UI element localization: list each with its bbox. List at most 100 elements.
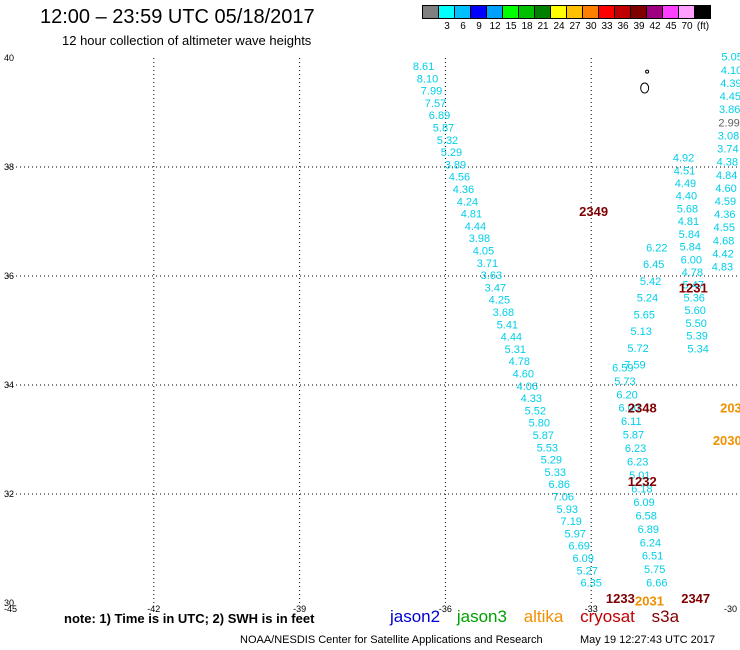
wave-height-value: 6.22	[646, 242, 667, 254]
wave-height-value: 4.78	[682, 267, 703, 279]
wave-height-value: 6.69	[569, 541, 590, 553]
wave-height-value: 4.38	[717, 157, 738, 169]
wave-height-value: 7.57	[425, 98, 446, 110]
wave-height-value: 4.92	[673, 153, 694, 165]
island-outline	[640, 82, 650, 94]
scale-label: 18	[521, 21, 533, 32]
scale-label: 27	[569, 21, 581, 32]
wave-height-value: 3.08	[718, 130, 739, 142]
wave-height-value: 4.60	[715, 183, 736, 195]
wave-height-value: 6.23	[627, 457, 648, 469]
lon-tick-label: -39	[293, 604, 306, 614]
lat-tick-label: 38	[4, 162, 14, 172]
units-note: note: 1) Time is in UTC; 2) SWH is in fe…	[64, 611, 315, 626]
wave-height-value: 5.34	[687, 343, 708, 355]
wave-height-value: 5.72	[627, 343, 648, 355]
wave-height-value: 4.25	[489, 295, 510, 307]
wave-height-value: 4.45	[720, 91, 740, 103]
wave-height-value: 4.68	[713, 235, 734, 247]
wave-height-value: 4.49	[675, 178, 696, 190]
wave-height-value: 4.59	[715, 196, 736, 208]
pass-time-label: 2030	[720, 400, 740, 415]
wave-height-value: 6.58	[635, 510, 656, 522]
scale-label: 24	[553, 21, 565, 32]
wave-height-value: 5.75	[644, 564, 665, 576]
scale-label: 9	[476, 21, 482, 32]
wave-height-value: 6.09	[573, 553, 594, 565]
wave-height-value: 5.60	[684, 305, 705, 317]
wave-height-value: 4.24	[457, 196, 478, 208]
pass-time-label: 2347	[681, 591, 710, 606]
wave-height-value: 4.44	[465, 221, 486, 233]
wave-height-value: 3.86	[719, 104, 740, 116]
scale-swatch	[694, 5, 711, 19]
wave-height-value: 6.59	[612, 362, 633, 374]
wave-height-value: 4.40	[676, 191, 697, 203]
wave-height-value: 4.36	[453, 184, 474, 196]
wave-height-value: 4.33	[521, 393, 542, 405]
lon-tick-label: -33	[585, 604, 598, 614]
scale-label: 6	[460, 21, 466, 32]
pass-time-label: 2349	[579, 204, 608, 219]
footer-credit: NOAA/NESDIS Center for Satellite Applica…	[240, 634, 543, 646]
wave-height-value: 3.71	[477, 258, 498, 270]
scale-label: 70	[681, 21, 693, 32]
legend-cryosat: cryosat	[580, 607, 635, 626]
pass-time-label: 1232	[628, 474, 657, 489]
pass-time-label: 1233	[606, 591, 635, 606]
wave-height-value: 3.63	[481, 270, 502, 282]
legend-jason2: jason2	[390, 607, 441, 626]
wave-height-value: 7.06	[553, 492, 574, 504]
wave-height-value: 6.35	[580, 578, 601, 590]
wave-height-value: 6.86	[549, 479, 570, 491]
footer-timestamp: May 19 12:27:43 UTC 2017	[580, 634, 716, 646]
wave-height-value: 5.47	[683, 280, 704, 292]
wave-height-value: 5.50	[685, 318, 706, 330]
lat-tick-label: 40	[4, 53, 14, 63]
legend-s3a: s3a	[651, 607, 680, 626]
wave-height-value: 4.10	[721, 65, 740, 77]
lat-tick-label: 36	[4, 271, 14, 281]
scale-label: 15	[505, 21, 517, 32]
wave-height-value: 4.36	[714, 209, 735, 221]
wave-height-value: 5.24	[637, 293, 658, 305]
wave-height-value: 6.45	[643, 259, 664, 271]
wave-height-value: 5.31	[505, 344, 526, 356]
scale-label: 3	[444, 21, 450, 32]
lon-tick-label: -36	[439, 604, 452, 614]
legend-altika: altika	[523, 607, 564, 626]
scale-label: 12	[489, 21, 501, 32]
scale-label: 33	[601, 21, 613, 32]
wave-height-value: 6.89	[429, 110, 450, 122]
wave-height-value: 7.99	[421, 86, 442, 98]
wave-height-value: 6.00	[618, 403, 639, 415]
scale-label: 30	[585, 21, 597, 32]
wave-height-value: 5.13	[630, 326, 651, 338]
wave-height-value: 5.27	[576, 565, 597, 577]
wave-height-value: 4.42	[712, 248, 733, 260]
wave-height-value: 5.73	[614, 376, 635, 388]
lon-tick-label: -45	[4, 604, 17, 614]
islet-outline	[645, 69, 650, 74]
pass-time-label: 2031	[635, 594, 664, 609]
wave-height-value: 2.99	[718, 117, 739, 129]
wave-height-value: 5.68	[677, 203, 698, 215]
wave-height-value: 7.19	[561, 516, 582, 528]
pass-time-label: 1231	[679, 280, 708, 295]
wave-height-value: 5.01	[629, 470, 650, 482]
wave-height-value: 5.29	[541, 455, 562, 467]
wave-height-value: 4.06	[517, 381, 538, 393]
scale-label: 45	[665, 21, 677, 32]
wave-height-value: 5.93	[557, 504, 578, 516]
wave-height-value: 4.81	[461, 209, 482, 221]
wave-height-value: 4.44	[501, 332, 522, 344]
wave-height-value: 3.89	[445, 159, 466, 171]
lat-tick-label: 32	[4, 489, 14, 499]
wave-height-value: 3.47	[485, 282, 506, 294]
wave-height-value: 8.10	[417, 73, 438, 85]
wave-height-value: 4.56	[449, 172, 470, 184]
wave-height-value: 6.20	[616, 389, 637, 401]
wave-height-value: 5.33	[545, 467, 566, 479]
wave-height-value: 6.51	[642, 551, 663, 563]
wave-height-value: 5.87	[533, 430, 554, 442]
